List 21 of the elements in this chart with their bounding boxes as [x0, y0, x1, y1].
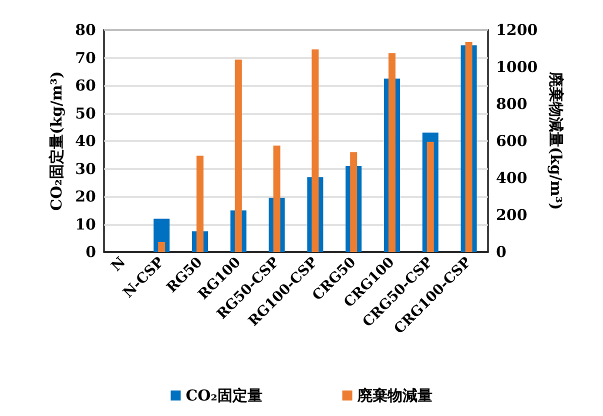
y2-tick-label: 1200 — [496, 21, 538, 39]
y-tick-label: 40 — [75, 132, 96, 150]
y-tick-label: 30 — [75, 160, 96, 178]
y-tick-label: 10 — [75, 215, 96, 234]
y2-tick-label: 600 — [496, 132, 528, 150]
y2-tick-label: 200 — [496, 206, 528, 224]
y2-tick-label: 800 — [496, 95, 528, 113]
y-tick-label: 50 — [75, 104, 96, 122]
y-axis-title: CO₂固定量(kg/m³) — [48, 71, 66, 211]
y2-tick-label: 1000 — [496, 58, 538, 76]
legend-label: 廃棄物減量 — [356, 386, 432, 404]
bar — [158, 242, 166, 252]
y-tick-label: 0 — [86, 243, 96, 261]
y-tick-label: 70 — [75, 48, 96, 67]
legend-label: CO₂固定量 — [186, 386, 262, 404]
y2-tick-label: 0 — [496, 243, 506, 261]
y2-tick-label: 400 — [496, 169, 528, 187]
y-tick-label: 60 — [75, 76, 96, 94]
y2-axis-title: 廃棄物減量(kg/m³) — [547, 71, 566, 210]
y-tick-label: 20 — [75, 188, 96, 206]
y-tick-label: 80 — [75, 21, 96, 39]
